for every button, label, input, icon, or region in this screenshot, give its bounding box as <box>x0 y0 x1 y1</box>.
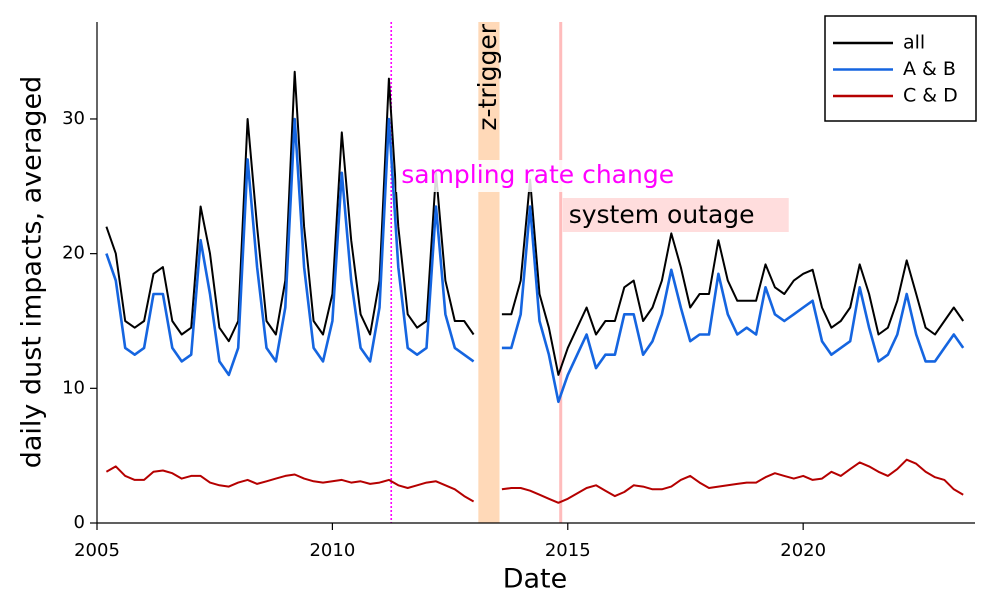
series-line <box>105 117 965 404</box>
y-tick-label: 30 <box>62 108 85 129</box>
x-axis-label: Date <box>503 564 568 595</box>
legend-label: A & B <box>903 58 956 80</box>
x-tick-label: 2010 <box>309 540 355 561</box>
series-line <box>105 70 965 376</box>
annotation-background <box>396 160 727 192</box>
y-axis-label: daily dust impacts, averaged <box>17 76 48 469</box>
x-tick-label: 2005 <box>74 540 120 561</box>
annotation-label: z-trigger <box>473 23 502 130</box>
annotation-label: system outage <box>569 200 755 229</box>
annotation-span <box>478 22 500 523</box>
legend-label: C & D <box>903 85 958 107</box>
series-line <box>105 458 964 504</box>
y-tick-label: 20 <box>62 243 85 264</box>
legend-label: all <box>903 32 925 54</box>
annotation-background <box>562 198 789 232</box>
y-tick-label: 0 <box>74 512 85 533</box>
annotation-label: sampling rate change <box>401 160 674 189</box>
x-tick-label: 2020 <box>780 540 826 561</box>
y-tick-label: 10 <box>62 377 85 398</box>
legend: all A & B C & D <box>824 15 977 122</box>
x-tick-label: 2015 <box>545 540 591 561</box>
